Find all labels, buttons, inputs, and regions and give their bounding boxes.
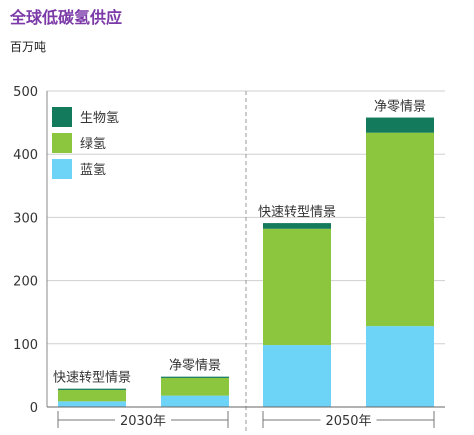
legend-swatch (52, 159, 72, 179)
y-tick-label: 200 (13, 275, 38, 290)
y-tick-label: 0 (30, 401, 38, 416)
y-axis-unit-label: 百万吨 (10, 40, 47, 54)
bar-scenario-label: 净零情景 (374, 100, 426, 115)
bar-segment (263, 223, 331, 229)
y-tick-label: 500 (13, 85, 38, 100)
bar-scenario-label: 快速转型情景 (258, 205, 336, 220)
bar-segment (366, 326, 434, 407)
y-tick-label: 100 (13, 338, 38, 353)
legend-label: 蓝氢 (80, 163, 106, 178)
y-tick-label: 300 (13, 211, 38, 226)
chart-title: 全球低碳氢供应 (10, 8, 123, 27)
x-group-label: 2050年 (325, 414, 371, 429)
bar-segment (161, 395, 229, 407)
bar-segment (161, 376, 229, 378)
x-group-label: 2030年 (120, 414, 166, 429)
bar-scenario-label: 净零情景 (169, 359, 221, 374)
bar-segment (366, 117, 434, 133)
bar-segment (58, 388, 126, 390)
bar-segment (366, 132, 434, 327)
bar-scenario-label: 快速转型情景 (53, 371, 131, 386)
legend-swatch (52, 107, 72, 127)
bar-segment (58, 389, 126, 402)
y-tick-label: 400 (13, 148, 38, 163)
bar-segment (58, 401, 126, 407)
bar-segment (161, 377, 229, 396)
bar-segment (263, 228, 331, 346)
legend-swatch (52, 133, 72, 153)
legend-label: 绿氢 (80, 137, 106, 152)
legend-label: 生物氢 (80, 111, 119, 126)
bar-segment (263, 345, 331, 407)
